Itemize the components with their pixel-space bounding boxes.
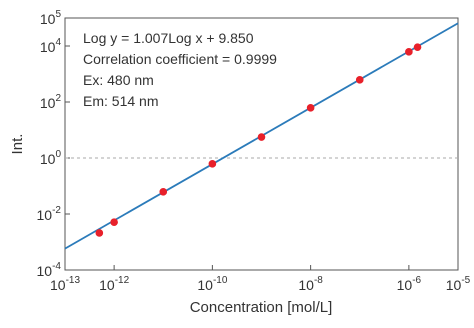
annotation: Correlation coefficient = 0.9999 (83, 51, 277, 67)
x-axis-label: Concentration [mol/L] (190, 299, 333, 316)
y-tick-exponent: 2 (55, 93, 61, 104)
y-tick-exponent: 5 (55, 9, 61, 20)
x-tick-label: 10-6 (397, 275, 422, 293)
data-point (355, 76, 364, 84)
data-point (405, 48, 413, 56)
data-point (413, 43, 422, 51)
y-tick-label: 104 (40, 37, 62, 55)
x-tick-exponent: -13 (66, 275, 81, 286)
x-tick-label: 10-13 (50, 275, 80, 293)
data-point (208, 160, 217, 168)
y-tick-label: 105 (40, 9, 62, 27)
x-tick-exponent: -5 (461, 275, 470, 286)
y-tick-base: 10 (37, 207, 53, 223)
x-tick-base: 10 (446, 277, 462, 293)
data-point (95, 229, 104, 237)
y-tick-label: 100 (40, 149, 62, 167)
data-point (110, 218, 118, 226)
y-tick-exponent: -4 (52, 261, 61, 272)
x-tick-base: 10 (298, 277, 314, 293)
x-tick-exponent: -8 (314, 275, 323, 286)
y-tick-base: 10 (40, 39, 56, 55)
x-tick-label: 10-10 (197, 275, 227, 293)
annotation: Log y = 1.007Log x + 9.850 (83, 30, 254, 46)
x-tick-base: 10 (397, 277, 413, 293)
y-tick-label: 10-2 (37, 205, 62, 223)
y-tick-base: 10 (40, 95, 56, 111)
x-tick-exponent: -6 (412, 275, 421, 286)
data-point (159, 188, 168, 196)
x-tick-exponent: -12 (115, 275, 130, 286)
x-tick-base: 10 (50, 277, 66, 293)
x-tick-label: 10-12 (99, 275, 129, 293)
y-tick-base: 10 (37, 263, 53, 279)
x-tick-exponent: -10 (213, 275, 228, 286)
y-axis-label: Int. (9, 134, 26, 155)
y-tick-base: 10 (40, 151, 56, 167)
y-tick-exponent: 0 (55, 149, 61, 160)
x-tick-base: 10 (99, 277, 115, 293)
annotation: Em: 514 nm (83, 93, 158, 109)
x-tick-label: 10-8 (298, 275, 323, 293)
y-tick-base: 10 (40, 11, 56, 27)
plot-frame (64, 17, 459, 271)
x-tick-base: 10 (197, 277, 213, 293)
x-tick-label: 10-5 (446, 275, 471, 293)
data-point (306, 104, 315, 112)
y-tick-exponent: 4 (55, 37, 61, 48)
annotation: Ex: 480 nm (83, 72, 154, 88)
y-tick-label: 10-4 (37, 261, 62, 279)
y-tick-exponent: -2 (52, 205, 61, 216)
data-point (257, 133, 266, 141)
y-tick-label: 102 (40, 93, 62, 111)
